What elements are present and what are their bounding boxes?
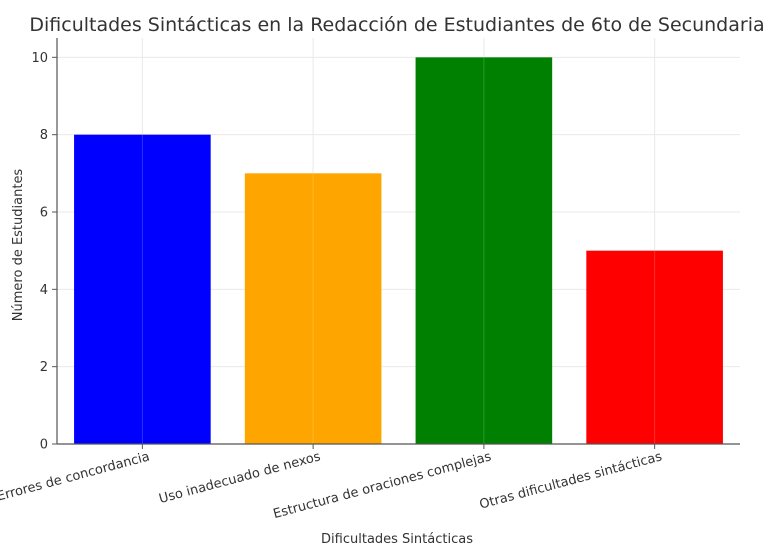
x-tick-label: Errores de concordancia bbox=[0, 449, 151, 504]
bar bbox=[244, 173, 382, 445]
bar bbox=[415, 57, 553, 444]
bar bbox=[586, 250, 723, 444]
x-ticks: Errores de concordancia Uso inadecuado de… bbox=[0, 444, 664, 522]
y-axis-label: Número de Estudiantes bbox=[11, 169, 26, 322]
y-tick-label: 6 bbox=[40, 206, 48, 221]
y-tick-label: 2 bbox=[40, 360, 48, 375]
x-tick-label: Uso inadecuado de nexos bbox=[157, 449, 322, 507]
bar bbox=[74, 134, 211, 444]
chart-title: Dificultades Sintácticas en la Redacción… bbox=[29, 14, 764, 36]
axes bbox=[56, 38, 740, 445]
y-tick-label: 10 bbox=[31, 51, 48, 66]
x-tick-label: Otras dificultades sintácticas bbox=[478, 449, 664, 512]
x-axis-label: Dificultades Sintácticas bbox=[321, 532, 473, 546]
y-tick-label: 0 bbox=[40, 438, 48, 453]
y-tick-label: 4 bbox=[40, 283, 48, 298]
y-ticks: 0 2 4 6 8 10 bbox=[31, 51, 57, 453]
y-tick-label: 8 bbox=[40, 128, 48, 143]
bars bbox=[74, 57, 723, 445]
